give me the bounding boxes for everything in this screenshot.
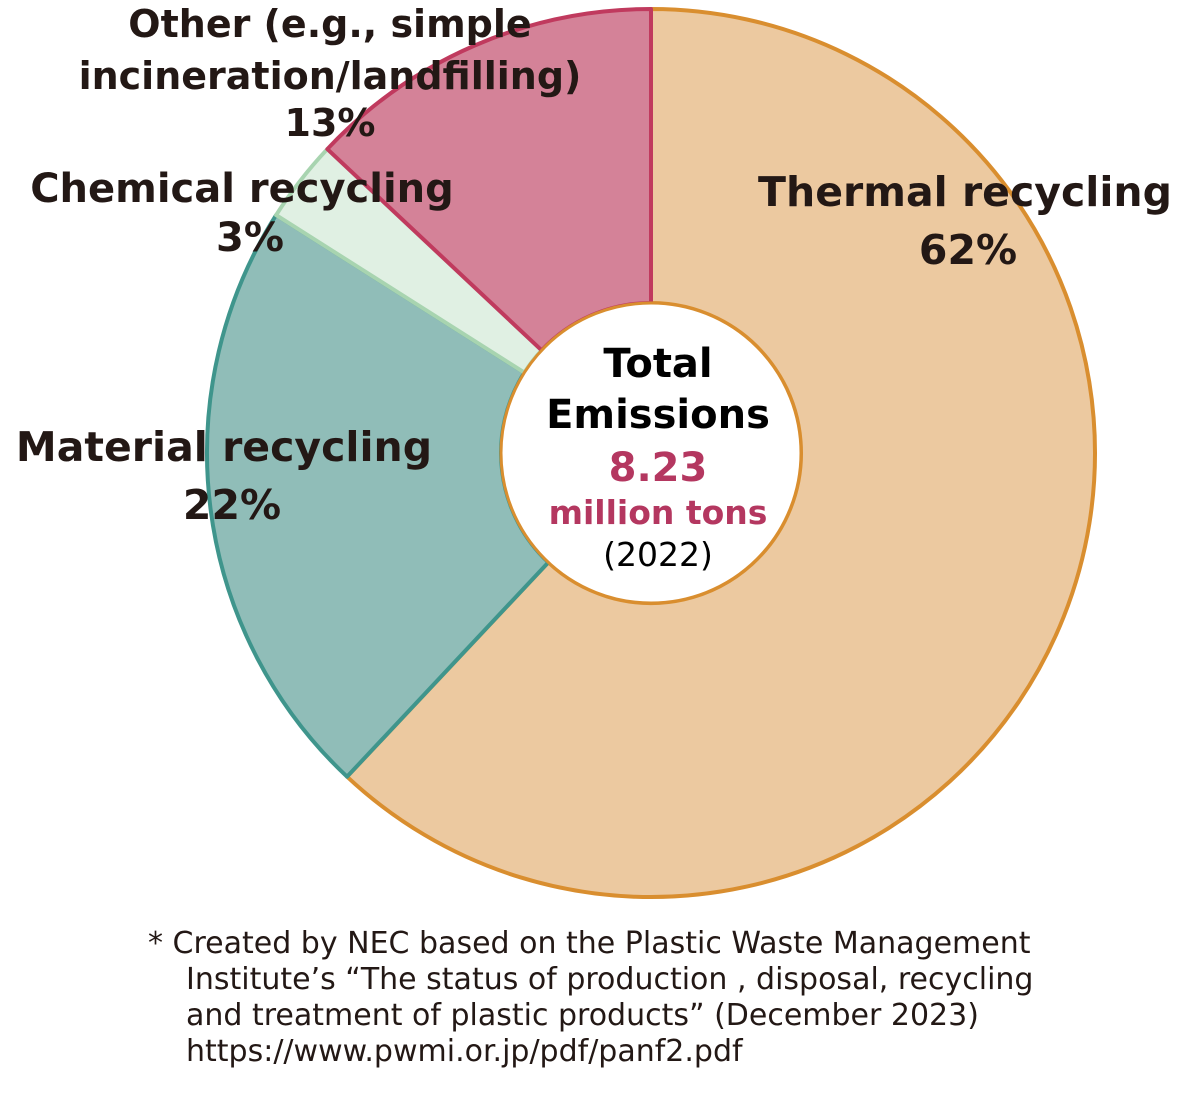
slice-labels: Thermal recycling 62% Material recycling… xyxy=(16,2,1172,529)
footnote-line-4: https://www.pwmi.or.jp/pdf/panf2.pdf xyxy=(186,1034,743,1069)
slice-value-thermal-recycling: 62% xyxy=(919,226,1017,274)
slice-label-other-line-2: incineration/landfilling) xyxy=(79,54,582,98)
footnote-line-2: Institute’s “The status of production , … xyxy=(186,962,1034,997)
center-hole xyxy=(499,301,803,605)
center-title-line-1: Total xyxy=(603,341,712,387)
slice-label-other-line-1: Other (e.g., simple xyxy=(128,2,531,46)
center-year: (2022) xyxy=(603,535,713,574)
slice-value-other: 13% xyxy=(285,101,376,145)
slice-label-chemical-recycling: Chemical recycling xyxy=(30,166,454,212)
slice-value-material-recycling: 22% xyxy=(183,481,281,529)
footnote-line-1: * Created by NEC based on the Plastic Wa… xyxy=(148,926,1031,961)
footnote-line-3: and treatment of plastic products” (Dece… xyxy=(186,998,979,1033)
center-total-value: 8.23 xyxy=(609,445,708,491)
slice-value-chemical-recycling: 3% xyxy=(216,215,284,261)
source-footnote: * Created by NEC based on the Plastic Wa… xyxy=(148,926,1198,1070)
slice-label-material-recycling: Material recycling xyxy=(16,423,432,471)
center-total-unit: million tons xyxy=(549,493,768,532)
center-summary: Total Emissions 8.23 million tons (2022) xyxy=(546,341,770,574)
center-title-line-2: Emissions xyxy=(546,392,770,438)
slice-label-thermal-recycling: Thermal recycling xyxy=(758,168,1172,216)
slices xyxy=(205,7,1097,899)
